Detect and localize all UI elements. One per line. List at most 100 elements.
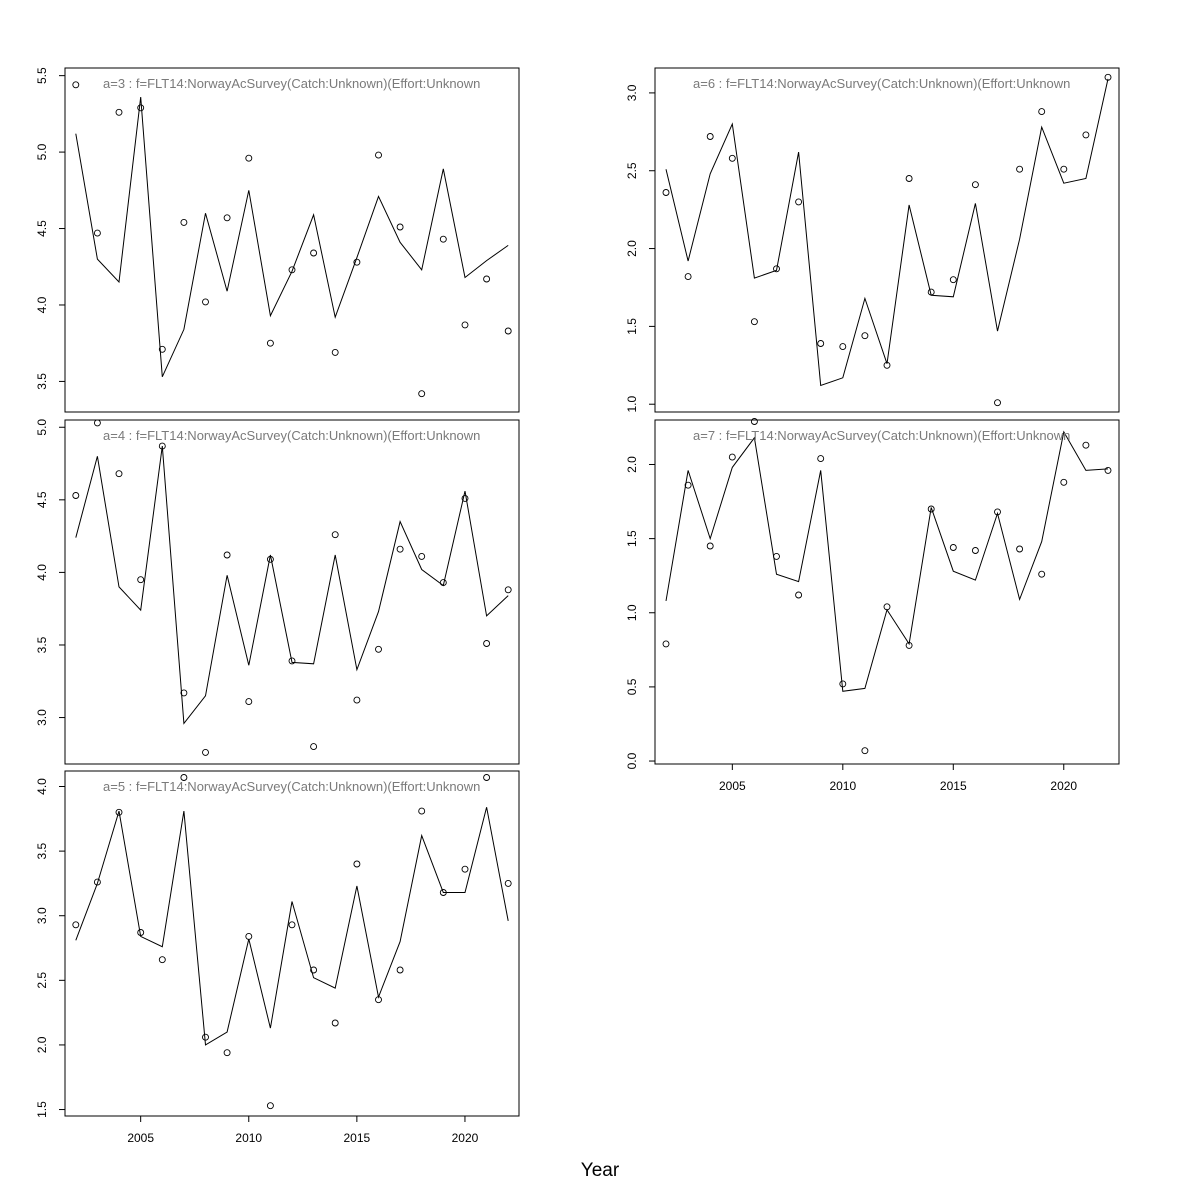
y-tick-label: 4.0 [35,778,49,795]
y-tick-label: 5.5 [35,67,49,84]
observed-point [93,419,101,427]
x-tick-label: 2010 [829,779,856,793]
y-tick-label: 2.0 [625,456,639,473]
observed-point [180,218,188,226]
observed-point [72,81,80,89]
panel-age-5: 1.5 2.0 2.5 3.0 3.5 4.0 2005 2010 2015 2020 a=5 : … [35,770,520,1145]
observed-point [728,453,736,461]
observed-point [684,273,692,281]
observed-point [839,680,847,688]
observed-point [927,288,935,296]
observed-point [662,189,670,196]
observed-point [883,603,891,611]
y-tick-label: 0.5 [625,678,639,695]
observed-point [266,339,274,347]
observed-point [202,748,209,756]
observed-point [883,361,891,369]
observed-point [728,154,736,162]
observed-point [331,1019,339,1027]
y-tick-label: 5.0 [35,143,49,160]
y-tick-label: 3.0 [35,709,49,726]
observed-point [375,151,382,159]
observed-point [266,1102,274,1110]
observed-point [137,104,145,112]
observed-point [750,418,758,425]
observed-point [971,547,979,554]
panel-age-4: 3.0 3.5 4.0 4.5 5.0 a=4 : f=FLT14:NorwayAcSur… [35,419,520,765]
y-tick-label: 4.0 [35,296,49,313]
observed-point [706,542,714,550]
observed-point [839,343,847,351]
observed-point [1104,73,1112,81]
panel-title: a=5 : f=FLT14:NorwayAcSurvey(Catch:Unkno… [103,779,480,794]
observed-point [353,258,361,266]
observed-point [418,390,426,398]
plot-frame [654,67,1120,413]
observed-point [817,455,825,463]
y-tick-label: 3.5 [35,373,49,390]
observed-point [817,340,825,347]
fitted-line [75,446,509,725]
observed-point [72,921,80,929]
panel-title: a=7 : f=FLT14:NorwayAcSurvey(Catch:Unkno… [693,428,1070,443]
observed-point [905,641,913,649]
observed-point [310,249,318,257]
plot-frame [64,770,520,1117]
observed-point [266,555,274,563]
observed-point [396,966,404,974]
y-tick-label: 1.0 [625,396,639,413]
observed-point [1060,478,1068,486]
observed-point [483,275,491,283]
observed-point [1038,570,1046,578]
observed-point [375,996,382,1004]
observed-point [750,318,758,326]
observed-point [461,494,469,502]
observed-point [461,865,469,873]
observed-point [115,108,123,116]
observed-point [949,544,957,551]
panel-age-3: 3.5 4.0 4.5 5.0 5.5 a=3 : f=FLT14:NorwayAcSur… [35,67,520,413]
observed-point [158,442,166,450]
observed-point [158,345,166,353]
observed-point [310,743,318,751]
observed-point [93,878,101,886]
observed-point [439,235,447,243]
fitted-line [75,807,509,1046]
y-tick-label: 2.5 [625,162,639,179]
observed-point [994,508,1001,516]
y-tick-label: 3.0 [625,84,639,101]
observed-point [662,640,670,648]
observed-point [773,552,780,560]
observed-point [439,889,447,896]
observed-point [353,696,361,704]
x-axis-label: Year [580,1160,620,1181]
observed-point [137,576,145,584]
observed-point [905,175,913,182]
observed-point [949,276,957,284]
y-tick-label: 1.5 [625,530,639,547]
observed-point [1038,108,1046,116]
fitted-line [665,430,1109,692]
y-tick-label: 4.5 [35,220,49,237]
observed-point [396,223,404,231]
observed-point [483,774,491,781]
x-tick-label: 2020 [452,1131,479,1145]
y-tick-label: 3.0 [35,907,49,924]
panel-title: a=6 : f=FLT14:NorwayAcSurvey(Catch:Unkno… [693,76,1070,91]
observed-point [375,645,382,653]
observed-point [1082,441,1090,449]
panel-age-6: 1.0 1.5 2.0 2.5 3.0 a=6 : f=FLT14:NorwayAcSur… [625,67,1120,413]
observed-point [1104,466,1112,474]
observed-point [288,921,296,929]
observed-point [72,492,80,499]
observed-point [180,774,188,781]
x-tick-label: 2010 [235,1131,262,1145]
plot-frame [64,67,520,413]
observed-point [706,133,714,140]
observed-point [418,807,426,815]
observed-point [331,348,339,356]
observed-point [245,932,253,940]
panel-title: a=4 : f=FLT14:NorwayAcSurvey(Catch:Unkno… [103,428,480,443]
y-tick-label: 2.0 [35,1036,49,1053]
